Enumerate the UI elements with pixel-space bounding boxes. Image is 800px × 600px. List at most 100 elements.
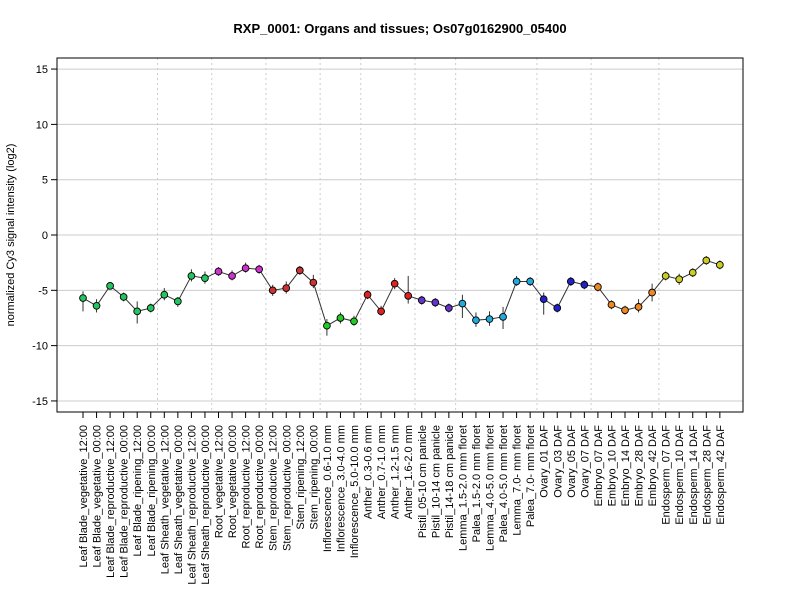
x-tick-label: Leaf Blade_reproductive_00:00: [119, 425, 131, 578]
data-point: [187, 272, 196, 280]
x-tick-label: Embryo_14 DAF: [620, 425, 632, 507]
data-point: [580, 280, 589, 289]
y-tick-label: 0: [42, 230, 48, 242]
data-point: [160, 290, 169, 299]
data-point: [417, 296, 426, 305]
data-point: [404, 291, 413, 300]
x-tick-label: Stem_ripening_00:00: [308, 425, 320, 530]
x-tick-label: Leaf Sheath_reproductive_12:00: [186, 425, 198, 585]
series-line: [82, 259, 721, 327]
data-point: [268, 286, 277, 295]
x-tick-label: Root_reproductive_00:00: [254, 425, 266, 549]
chart-title: RXP_0001: Organs and tissues; Os07g01629…: [233, 21, 566, 36]
data-point: [702, 256, 711, 265]
y-tick-label: -15: [32, 396, 48, 408]
x-tick-label: Leaf Sheath_vegetative_12:00: [159, 425, 171, 574]
data-point: [133, 307, 142, 316]
data-point: [390, 279, 399, 288]
data-point: [282, 284, 291, 292]
data-point: [648, 288, 656, 297]
error-bars: [82, 256, 721, 336]
data-points: [79, 256, 724, 330]
data-point: [119, 293, 128, 301]
y-tick-label: 5: [42, 175, 48, 187]
x-tick-label: Stem_reproductive_00:00: [281, 425, 293, 551]
x-tick-label: Anther_0.7-1.0 mm: [376, 425, 388, 519]
x-tick-label: Lemma_7.0- mm floret: [512, 425, 524, 536]
data-point: [174, 297, 182, 306]
data-point: [106, 282, 114, 290]
x-tick-label: Stem_ripening_12:00: [295, 425, 307, 530]
x-tick-label: Ovary_03 DAF: [552, 425, 564, 498]
x-tick-label: Palea_7.0- mm floret: [525, 425, 537, 527]
data-point: [553, 304, 562, 312]
data-point: [715, 261, 724, 269]
x-tick-label: Anther_1.2-1.5 mm: [390, 425, 402, 519]
x-tick-label: Inflorescence_5.0-10.0 mm: [349, 425, 361, 558]
data-point: [485, 315, 494, 323]
x-tick-label: Pistil_05-10 cm panicle: [417, 425, 429, 538]
data-point: [79, 294, 87, 302]
data-point: [241, 264, 250, 273]
data-point: [458, 299, 467, 308]
x-axis: Leaf Blade_vegetative_12:00 Leaf Blade_ve…: [78, 412, 727, 585]
data-point: [445, 304, 453, 312]
data-point: [228, 272, 236, 280]
data-point: [146, 304, 155, 312]
data-point: [499, 313, 507, 321]
data-point: [539, 295, 548, 304]
data-point: [512, 277, 521, 286]
data-point: [621, 306, 629, 315]
x-tick-label: Embryo_07 DAF: [593, 425, 605, 507]
data-point: [309, 278, 318, 287]
x-tick-label: Pistil_10-14 cm panicle: [430, 425, 442, 538]
series-line-layer: [82, 259, 721, 327]
x-tick-label: Lemma_1.5-2.0 mm floret: [457, 425, 469, 551]
x-tick-label: Leaf Blade_ripening_12:00: [132, 425, 144, 557]
data-point: [675, 275, 684, 284]
data-point: [634, 303, 643, 311]
x-tick-label: Stem_reproductive_12:00: [268, 425, 280, 551]
x-tick-label: Endosperm_14 DAF: [688, 425, 700, 525]
x-tick-label: Embryo_10 DAF: [606, 425, 618, 507]
x-tick-label: Embryo_42 DAF: [647, 425, 659, 507]
x-tick-label: Pistil_14-18 cm panicle: [444, 425, 456, 538]
x-tick-label: Inflorescence_0.6-1.0 mm: [322, 425, 334, 552]
x-tick-label: Ovary_07 DAF: [579, 425, 591, 498]
data-point: [336, 314, 345, 322]
x-tick-label: Root_reproductive_12:00: [241, 425, 253, 549]
x-tick-label: Leaf Sheath_reproductive_00:00: [200, 425, 212, 585]
data-point: [661, 272, 670, 280]
y-axis-label: normalized Cy3 signal intensity (log2): [5, 144, 17, 327]
data-point: [377, 307, 385, 316]
x-tick-label: Leaf Blade_vegetative_00:00: [92, 425, 104, 568]
x-tick-label: Palea_4.0-5.0 mm floret: [498, 425, 510, 542]
data-point: [431, 298, 440, 307]
data-point: [607, 300, 616, 309]
data-point: [350, 317, 358, 326]
y-tick-label: -10: [32, 341, 48, 353]
x-tick-label: Palea_1.5-2.0 mm floret: [471, 425, 483, 542]
x-tick-label: Leaf Blade_ripening_00:00: [146, 425, 158, 557]
data-point: [201, 274, 209, 282]
x-tick-label: Lemma_4.0-5.0 mm floret: [485, 425, 497, 551]
data-point: [255, 265, 264, 274]
y-tick-label: 15: [36, 64, 48, 76]
y-tick-label: -5: [38, 285, 48, 297]
x-tick-label: Anther_1.6-2.0 mm: [403, 425, 415, 519]
x-tick-label: Endosperm_42 DAF: [715, 425, 727, 525]
data-point: [295, 266, 304, 275]
y-axis: -15 -10 -5 0 5 10 15: [32, 64, 57, 408]
x-tick-label: Root_vegetative_12:00: [214, 425, 226, 538]
x-tick-label: Leaf Blade_reproductive_12:00: [105, 425, 117, 578]
x-tick-label: Embryo_28 DAF: [634, 425, 646, 507]
data-point: [214, 267, 223, 276]
x-tick-label: Leaf Blade_vegetative_12:00: [78, 425, 90, 568]
data-point: [688, 268, 697, 277]
data-point: [363, 290, 372, 299]
x-tick-label: Ovary_05 DAF: [566, 425, 578, 498]
y-tick-label: 10: [36, 119, 48, 131]
x-tick-label: Leaf Sheath_vegetative_00:00: [173, 425, 185, 574]
x-tick-label: Endosperm_28 DAF: [701, 425, 713, 525]
